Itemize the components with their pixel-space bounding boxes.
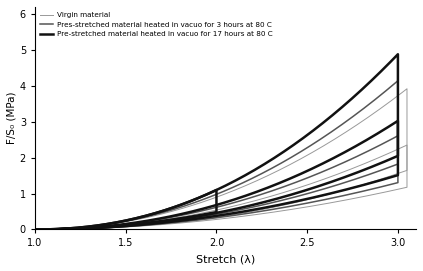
Legend: Virgin material, Pres-stretched material heated in vacuo for 3 hours at 80 C, Pr: Virgin material, Pres-stretched material… [38,11,274,39]
X-axis label: Stretch (λ): Stretch (λ) [196,254,255,264]
Y-axis label: F/S₀ (MPa): F/S₀ (MPa) [7,92,17,144]
